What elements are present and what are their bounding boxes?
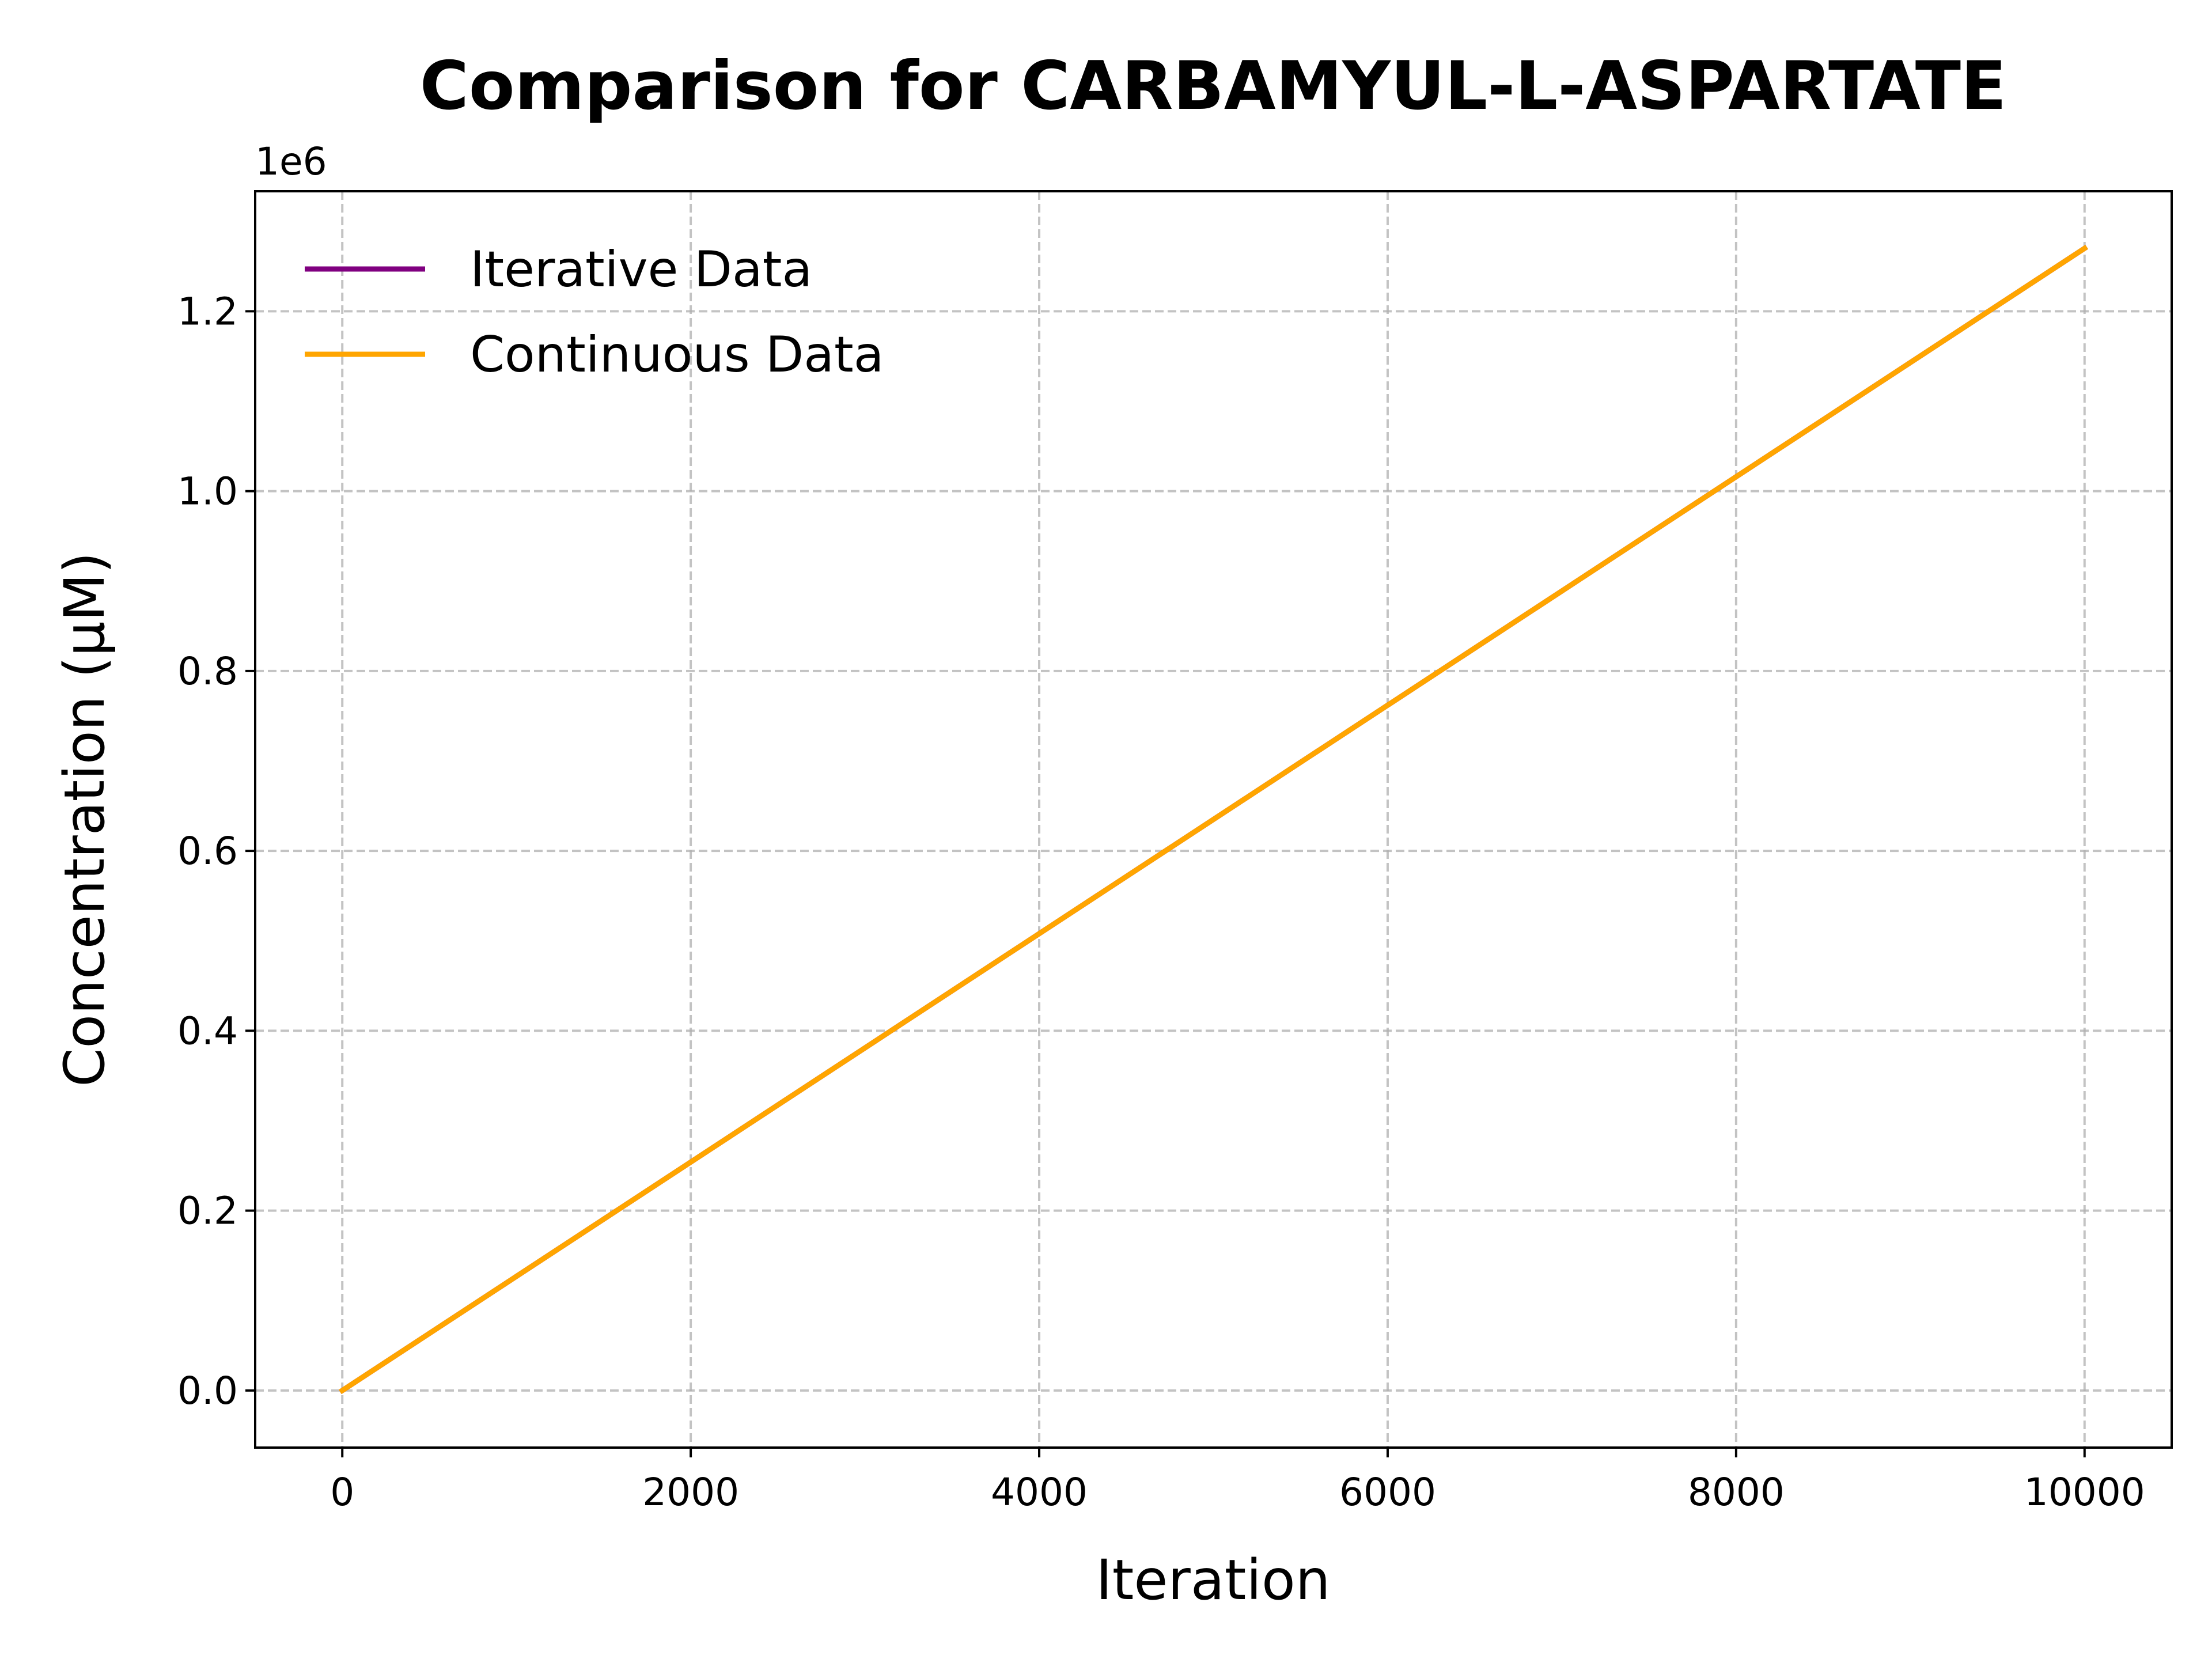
- x-tick-label: 10000: [2024, 1470, 2145, 1514]
- axes-frame: [254, 190, 2173, 1449]
- y-tick-label: 0.4: [177, 1009, 238, 1053]
- x-tick-label: 6000: [1339, 1470, 1436, 1514]
- series-lines: [338, 244, 2089, 1395]
- y-tick-label: 0.0: [177, 1369, 238, 1413]
- legend-label-iterative-data: Iterative Data: [470, 241, 812, 298]
- x-tick-label: 8000: [1688, 1470, 1785, 1514]
- y-tick-label: 1.0: [177, 469, 238, 514]
- chart-title: Comparison for CARBAMYUL-L-ASPARTATE: [420, 47, 2006, 125]
- x-tick-label: 4000: [991, 1470, 1088, 1514]
- grid: [255, 191, 2172, 1448]
- y-tick-label: 1.2: [177, 289, 238, 334]
- x-tick-label: 0: [330, 1470, 354, 1514]
- y-tick-label: 0.6: [177, 829, 238, 873]
- ticks: 0 2000 4000 6000 8000 10000 0.0 0.2 0.4 0.6 0.8 1.0…: [177, 289, 2145, 1514]
- y-axis-label: Concentration (μM): [52, 552, 117, 1086]
- legend-label-continuous-data: Continuous Data: [470, 326, 884, 384]
- y-tick-label: 0.8: [177, 649, 238, 694]
- x-tick-label: 2000: [642, 1470, 739, 1514]
- series-line-continuous-data: [338, 244, 2089, 1395]
- x-axis-label: Iteration: [1096, 1548, 1330, 1612]
- y-tick-label: 0.2: [177, 1189, 238, 1233]
- legend: Iterative Data Continuous Data: [305, 241, 884, 384]
- y-offset-label: 1e6: [255, 139, 327, 184]
